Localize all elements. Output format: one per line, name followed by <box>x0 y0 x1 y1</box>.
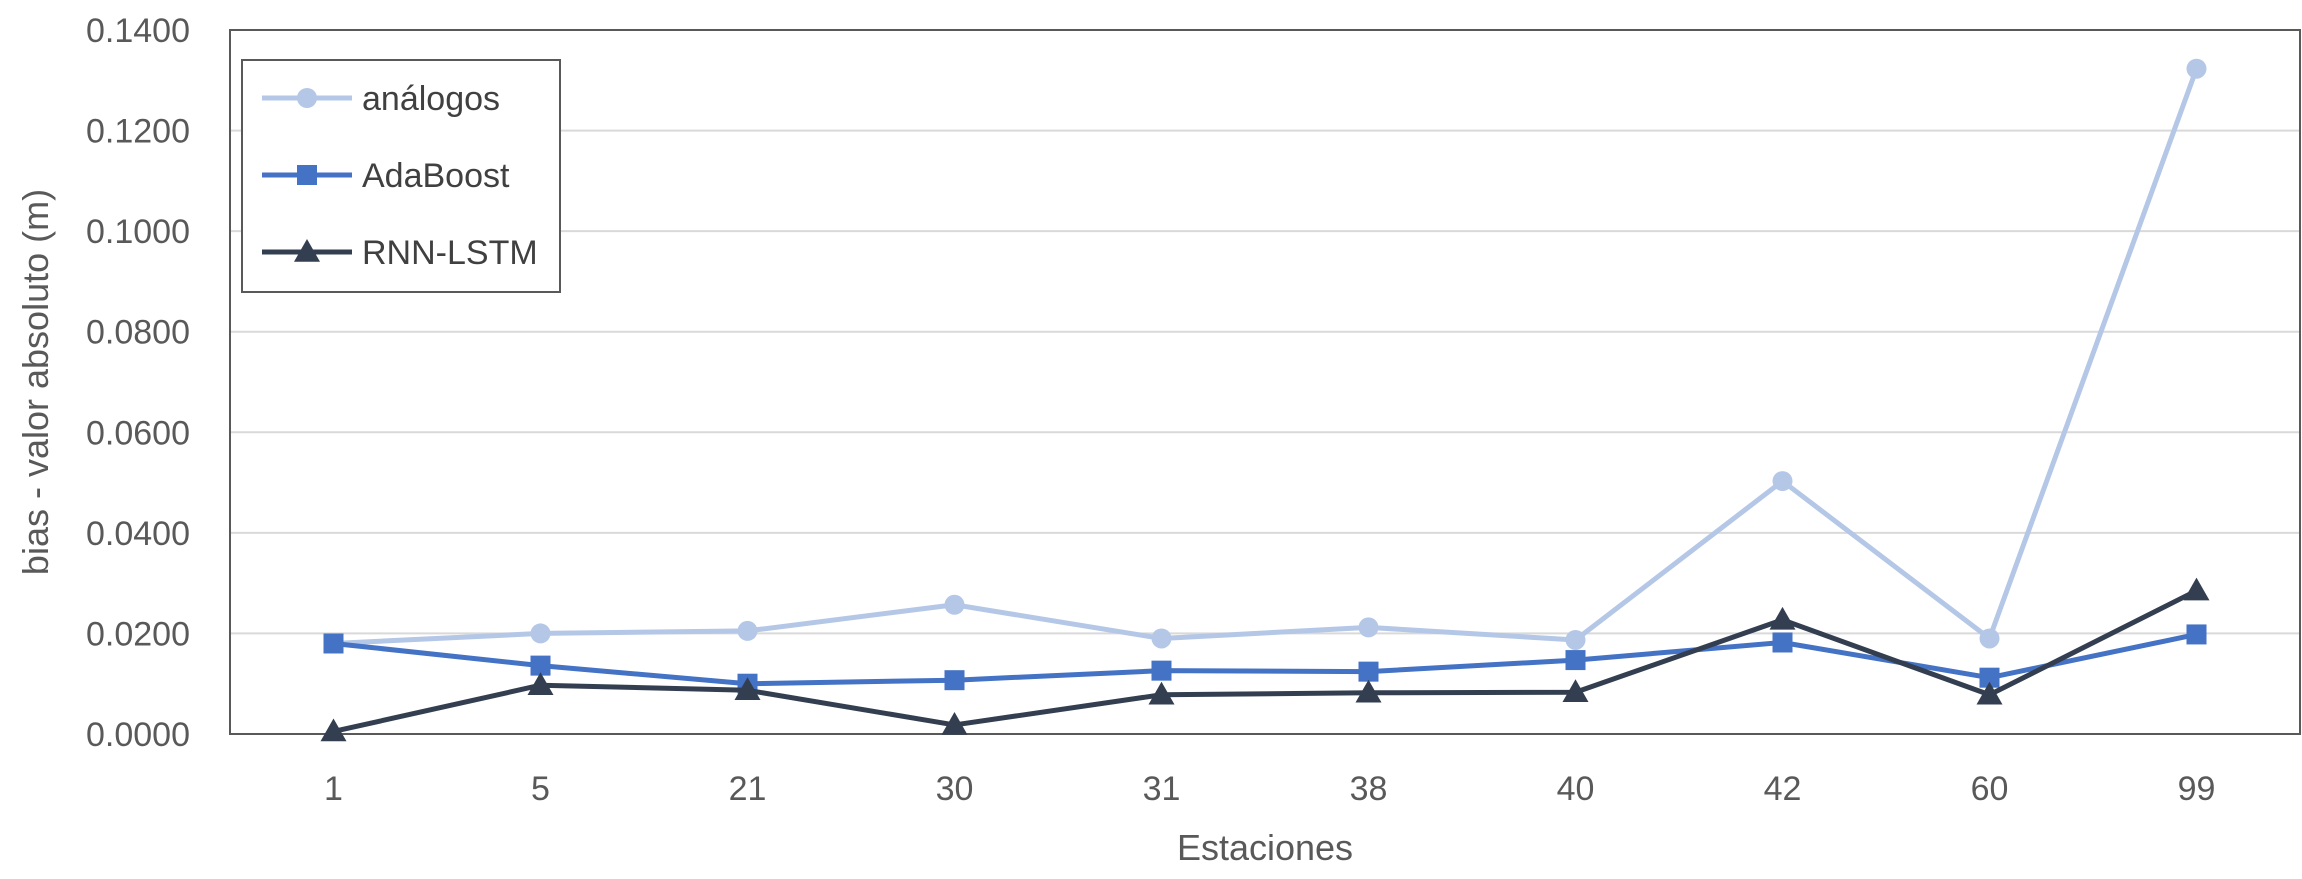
data-point <box>530 655 551 676</box>
data-point <box>1355 679 1382 703</box>
data-point <box>2183 577 2210 601</box>
plot-area-frame <box>229 29 2301 735</box>
y-tick-label: 0.1200 <box>86 113 190 151</box>
legend-item: análogos <box>262 80 500 118</box>
data-point <box>737 620 758 641</box>
legend: análogos AdaBoost RNN-LSTM <box>241 59 561 293</box>
legend-item: RNN-LSTM <box>262 234 538 272</box>
data-point <box>734 677 761 701</box>
data-point <box>1358 617 1379 638</box>
data-point <box>1979 628 2000 649</box>
data-point <box>1565 629 1586 650</box>
data-point <box>1772 471 1793 492</box>
x-axis-title: Estaciones <box>1177 827 1353 868</box>
x-tick-label: 38 <box>1350 770 1388 808</box>
x-tick-label: 99 <box>2178 770 2216 808</box>
data-point <box>1772 632 1793 653</box>
data-point <box>530 623 551 644</box>
y-tick-label: 0.0600 <box>86 414 190 452</box>
x-tick-label: 42 <box>1764 770 1802 808</box>
data-point <box>1358 661 1379 682</box>
x-tick-label: 60 <box>1971 770 2009 808</box>
data-point <box>1769 606 1796 630</box>
data-point <box>941 711 968 735</box>
series-RNN-LSTM <box>320 577 2210 742</box>
data-point <box>1979 667 2000 688</box>
x-tick-label: 31 <box>1143 770 1181 808</box>
legend-item: AdaBoost <box>262 157 510 195</box>
series-layer <box>320 58 2210 742</box>
legend-label: RNN-LSTM <box>362 234 538 272</box>
y-tick-label: 0.0800 <box>86 314 190 352</box>
x-tick-label: 5 <box>531 770 550 808</box>
series-line <box>332 588 2198 734</box>
x-tick-label: 21 <box>729 770 767 808</box>
legend-marker <box>297 88 317 108</box>
data-point <box>1562 679 1589 703</box>
y-tick-label: 0.0000 <box>86 716 190 754</box>
gridlines <box>230 129 2300 635</box>
data-point <box>2186 58 2207 79</box>
x-tick-label: 40 <box>1557 770 1595 808</box>
legend-label: análogos <box>362 80 500 118</box>
data-point <box>944 670 965 691</box>
data-point <box>1151 628 1172 649</box>
y-axis-title: bias - valor absoluto (m) <box>15 189 56 575</box>
data-point <box>323 633 344 654</box>
x-tick-label: 1 <box>324 770 343 808</box>
data-point <box>1976 681 2003 705</box>
data-point <box>320 718 347 742</box>
legend-marker <box>297 165 317 185</box>
y-tick-label: 0.1400 <box>86 12 190 50</box>
legend-label: AdaBoost <box>362 157 510 195</box>
series-line <box>333 631 2198 687</box>
y-axis-tick-labels: 0.0000 0.0200 0.0400 0.0600 0.0800 0.1000 0.12… <box>86 12 190 754</box>
data-point <box>1148 681 1175 705</box>
x-axis-tick-labels: 1 5 21 30 31 38 40 42 60 99 <box>324 770 2215 808</box>
y-tick-label: 0.0400 <box>86 515 190 553</box>
data-point <box>2186 624 2207 645</box>
y-tick-label: 0.1000 <box>86 213 190 251</box>
data-point <box>1151 660 1172 681</box>
x-tick-label: 30 <box>936 770 974 808</box>
series-line <box>333 67 2199 646</box>
series-análogos <box>323 58 2207 654</box>
y-tick-label: 0.0200 <box>86 615 190 653</box>
data-point <box>944 594 965 615</box>
data-point <box>527 672 554 695</box>
legend-marker <box>294 239 320 262</box>
data-point <box>1565 650 1586 671</box>
